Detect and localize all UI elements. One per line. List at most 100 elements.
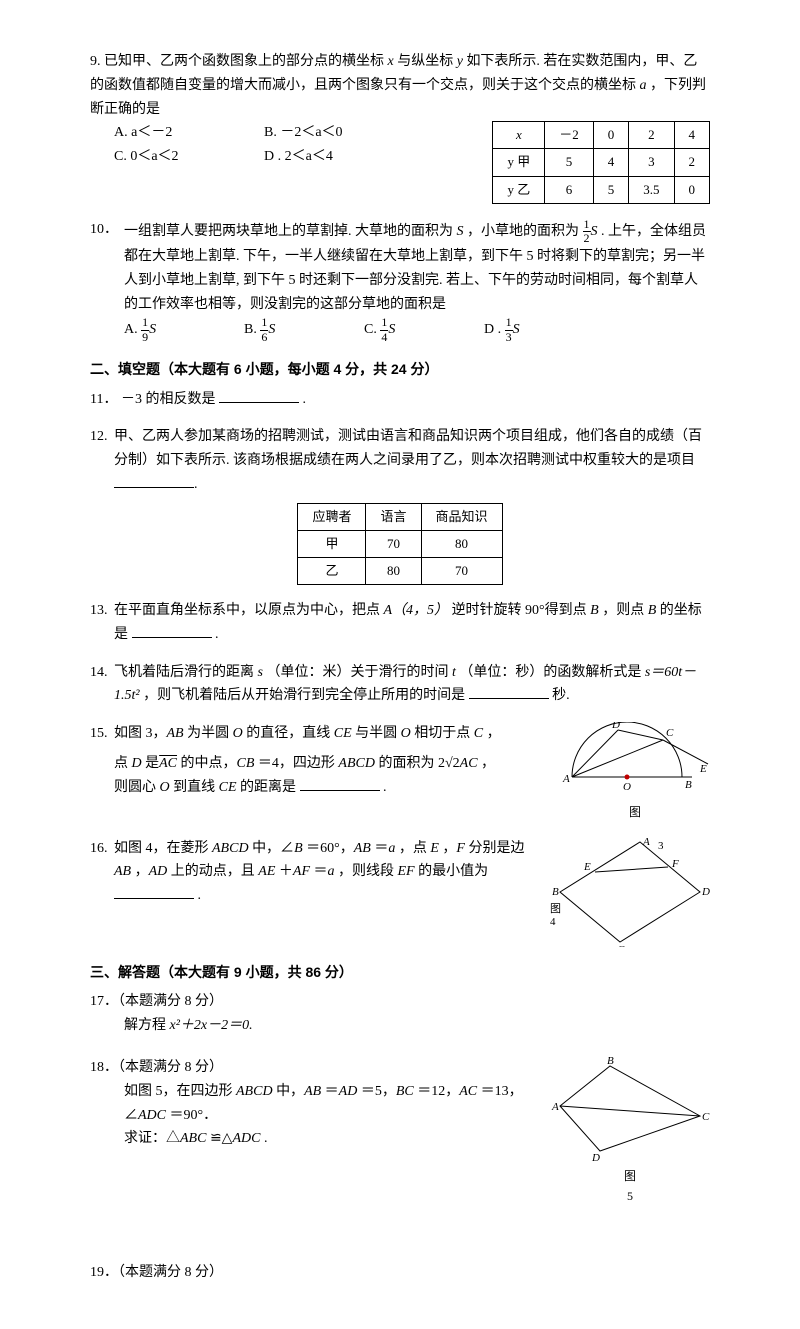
figure-number: 5	[550, 1186, 710, 1206]
var: O	[160, 780, 170, 795]
option-c: C. 0＜a＜2	[114, 145, 264, 169]
svg-text:E: E	[583, 861, 591, 873]
var: F	[456, 841, 465, 856]
frac-top: 1	[505, 316, 513, 330]
points: （本题满分 8 分）	[118, 1060, 223, 1075]
cell: 2	[674, 149, 710, 176]
var: CE	[219, 780, 237, 795]
text: （单位：秒）的函数解析式是	[459, 665, 641, 680]
answer-blank[interactable]	[219, 388, 299, 403]
var: EF	[398, 864, 415, 879]
section-heading-3: 三、解答题（本大题有 9 小题，共 86 分）	[90, 961, 710, 985]
option-a: A. 19S	[124, 316, 244, 343]
cell: 应聘者	[298, 503, 366, 530]
answer-blank[interactable]	[114, 473, 194, 488]
var: E	[430, 841, 439, 856]
text: 与半圆	[355, 726, 401, 741]
cell: 2	[629, 122, 674, 149]
svg-text:D: D	[591, 1152, 600, 1164]
q9-table: x－2024 y 甲5432 y 乙653.50	[492, 121, 710, 203]
cell: y 甲	[493, 149, 545, 176]
prefix: B.	[244, 322, 260, 337]
text: .	[302, 392, 306, 407]
text: ＝	[314, 864, 328, 879]
answer-blank[interactable]	[300, 776, 380, 791]
question-12: 12. 甲、乙两人参加某商场的招聘测试，测试由语言和商品知识两个项目组成，他们各…	[90, 425, 710, 585]
cell: 5	[545, 149, 594, 176]
text: ，	[487, 726, 501, 741]
q-number: 18．	[90, 1060, 118, 1075]
points: （本题满分 8 分）	[118, 994, 223, 1009]
var: D	[132, 756, 142, 771]
svg-text:C: C	[666, 727, 674, 739]
answer-blank[interactable]	[469, 684, 549, 699]
text: 求证：△	[124, 1131, 180, 1146]
cell: 3	[629, 149, 674, 176]
q-number: 10．	[90, 218, 124, 317]
prefix: C.	[364, 322, 380, 337]
text: ＝4，四边形	[258, 756, 339, 771]
text: 相切于点	[414, 726, 474, 741]
cell: y 乙	[493, 176, 545, 203]
prefix: A.	[124, 322, 141, 337]
text: 一组割草人要把两块草地上的草割掉. 大草地的面积为	[124, 224, 457, 239]
cell: 3.5	[629, 176, 674, 203]
text: ＋	[279, 864, 293, 879]
option-a: A. a＜－2	[114, 121, 264, 145]
text: ＝90°．	[170, 1108, 218, 1123]
var: a	[328, 864, 335, 879]
points: （本题满分 8 分）	[118, 1265, 223, 1280]
frac-bot: 3	[505, 331, 513, 344]
figure-label: 图	[624, 1169, 636, 1183]
prefix: D .	[484, 322, 505, 337]
svg-text:E: E	[699, 763, 707, 775]
text: ≌△	[210, 1131, 233, 1146]
text: 在平面直角坐标系中，以原点为中心，把点	[114, 603, 384, 618]
text: ，则线段	[338, 864, 398, 879]
text: 如图 5，在四边形	[124, 1084, 236, 1099]
cell: 70	[421, 557, 502, 584]
text: 如图 4，在菱形	[114, 841, 212, 856]
text: 飞机着陆后滑行的距离	[114, 665, 258, 680]
quadrilateral-diagram: A B C D	[550, 1056, 710, 1166]
frac-top: 1	[260, 316, 268, 330]
var: ABCD	[236, 1084, 273, 1099]
q-number: 17．	[90, 994, 118, 1009]
answer-blank[interactable]	[114, 884, 194, 899]
cell: 0	[674, 176, 710, 203]
cell: 5	[593, 176, 629, 203]
q9-options: A. a＜－2 B. －2＜a＜0	[114, 121, 482, 145]
svg-text:B: B	[552, 886, 559, 898]
cell: 6	[545, 176, 594, 203]
answer-blank[interactable]	[132, 623, 212, 638]
text: 与纵坐标	[397, 54, 457, 69]
text: 上的动点，且	[171, 864, 259, 879]
q-number: 19．	[90, 1265, 118, 1280]
var: AC	[460, 756, 478, 771]
section-heading-2: 二、填空题（本大题有 6 小题，每小题 4 分，共 24 分）	[90, 358, 710, 382]
frac-top: 1	[141, 316, 149, 330]
var: AB	[114, 864, 131, 879]
svg-text:B: B	[607, 1056, 614, 1067]
equation: x²＋2x－2＝0.	[170, 1018, 253, 1033]
text: .	[383, 780, 387, 795]
text: 已知甲、乙两个函数图象上的部分点的横坐标	[104, 54, 388, 69]
var: ABCD	[338, 756, 375, 771]
text: ＝	[374, 841, 388, 856]
text: .	[264, 1131, 268, 1146]
text: 分别是边	[468, 841, 524, 856]
q-number: 16.	[90, 837, 114, 908]
cell: 4	[674, 122, 710, 149]
text: ，则飞机着陆后从开始滑行到完全停止所用的时间是	[143, 688, 465, 703]
text: 如图 3，	[114, 726, 167, 741]
rhombus-diagram: A 3 B C D E F 图 4	[550, 837, 710, 947]
svg-text:A: A	[551, 1101, 559, 1113]
svg-text:A: A	[642, 837, 650, 848]
cell: 0	[593, 122, 629, 149]
semicircle-diagram: A B C D E O	[560, 722, 710, 802]
text: 的中点，	[181, 756, 237, 771]
svg-text:D: D	[611, 722, 620, 731]
var: AD	[149, 864, 168, 879]
question-10: 10． 一组割草人要把两块草地上的草割掉. 大草地的面积为 S ，小草地的面积为…	[90, 218, 710, 344]
var: AF	[293, 864, 310, 879]
